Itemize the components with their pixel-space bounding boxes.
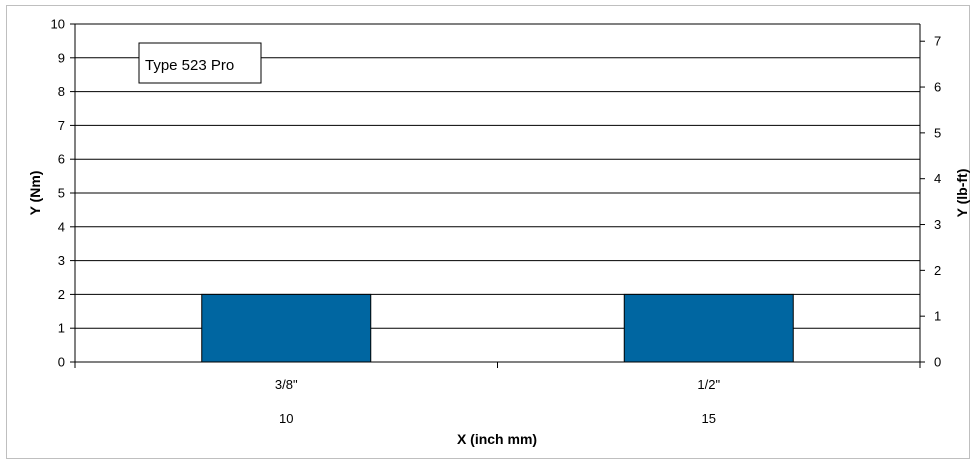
legend-label: Type 523 Pro <box>145 57 234 74</box>
y2-tick-label: 6 <box>934 80 941 95</box>
y-tick-label: 8 <box>58 84 65 99</box>
y2-tick-label: 1 <box>934 309 941 324</box>
x-tick-label: 3/8" <box>275 377 298 392</box>
y-tick-label: 4 <box>58 219 65 234</box>
y-tick-label: 0 <box>58 355 65 370</box>
x-axis-title: X (inch mm) <box>457 431 537 447</box>
axes <box>70 23 925 368</box>
bar <box>623 293 794 363</box>
y2-tick-label: 5 <box>934 125 941 140</box>
x-secondary-label: 10 <box>279 411 293 426</box>
y2-axis-title: Y (lb-ft) <box>954 169 970 218</box>
y2-tick-label: 0 <box>934 355 941 370</box>
tick-labels: 0 1 2 3 4 5 6 7 8 9 10 0 1 2 3 4 5 6 7 3/8" 1/2" 10 15 <box>51 17 942 427</box>
legend: Type 523 Pro <box>138 42 262 84</box>
y-tick-label: 3 <box>58 253 65 268</box>
legend-box <box>138 42 262 84</box>
y2-tick-label: 4 <box>934 171 941 186</box>
x-secondary-label: 15 <box>702 411 716 426</box>
y2-tick-label: 3 <box>934 217 941 232</box>
y-tick-label: 2 <box>58 287 65 302</box>
y-tick-label: 5 <box>58 186 65 201</box>
y-axis-title: Y (Nm) <box>27 171 43 216</box>
bar <box>201 293 372 363</box>
y-tick-label: 6 <box>58 152 65 167</box>
y-tick-label: 9 <box>58 50 65 65</box>
y-tick-label: 1 <box>58 321 65 336</box>
y2-tick-label: 2 <box>934 263 941 278</box>
y2-tick-label: 7 <box>934 34 941 49</box>
x-tick-label: 1/2" <box>697 377 720 392</box>
y-tick-label: 7 <box>58 118 65 133</box>
y-tick-label: 10 <box>51 17 65 32</box>
